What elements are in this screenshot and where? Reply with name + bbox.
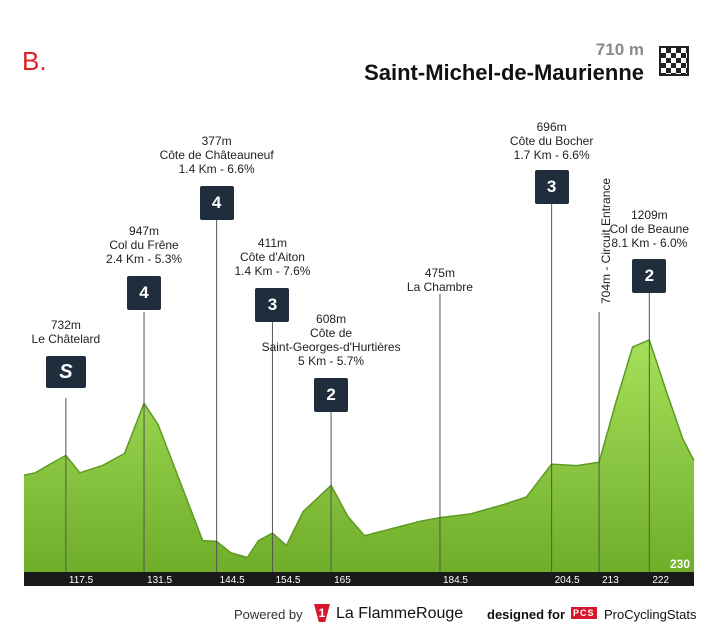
marker-detail: 5 Km - 5.7% [298,354,365,368]
marker-detail: 1.4 Km - 7.6% [234,264,311,278]
km-tick-label: 204.5 [555,575,580,586]
marker-name-line1: Côte de [310,326,353,340]
marker-label: 947m Col du Frêne 2.4 Km - 5.3% [106,224,182,266]
powered-by-text: Powered by [234,607,303,622]
elevation-area [24,340,694,572]
marker-alt-label: 947m [129,224,160,238]
pcs-logo-icon: PCS [571,607,597,619]
marker-alt-label: 411m [257,236,288,250]
marker-alt-label: 608m [316,312,347,326]
marker-name: Le Châtelard [31,332,101,346]
marker-name: Côte d'Aiton [239,250,305,264]
procyclingstats-name: ProCyclingStats [604,607,697,622]
marker-name: La Chambre [406,280,473,294]
marker-alt-label: 475m [424,266,455,280]
climb-category-badge: 2 [632,259,667,293]
climb-category-badge: 4 [127,276,162,310]
km-tick-label: 184.5 [443,575,468,586]
sprint-icon: S [45,356,86,388]
marker-detail: 8.1 Km - 6.0% [611,236,688,250]
marker-alt-label: 377m [201,134,232,148]
footer: Powered by 1 La FlammeRouge designed for… [0,604,720,626]
marker-alt-label: 732m [50,318,81,332]
marker-name: Côte du Bocher [509,134,594,148]
marker-label: 1209m Col de Beaune 8.1 Km - 6.0% [610,208,689,250]
designed-for-text: designed for [487,607,566,622]
marker-detail: 2.4 Km - 5.3% [106,252,183,266]
marker-label: 377m Côte de Châteauneuf 1.4 Km - 6.6% [160,134,274,176]
marker-alt-label: 1209m [630,208,668,222]
marker-alt-label: 696m [536,120,567,134]
marker-name: Côte de Châteauneuf [159,148,274,162]
climb-category-badge: 2 [314,378,349,412]
km-tick-label: 213 [602,575,619,586]
circuit-entrance-label: 704m - Circuit Entrance [599,177,613,304]
la-flamme-rouge-name: La FlammeRouge [336,605,464,622]
marker-label: 696m Côte du Bocher 1.7 Km - 6.6% [510,120,593,162]
checkered-flag-icon [659,46,689,76]
marker-name: Col du Frêne [109,238,179,252]
km-tick-label: 117.5 [69,575,94,586]
la-flamme-rouge-logo-icon: 1 [314,604,330,622]
marker-label: 411m Côte d'Aiton 1.4 Km - 7.6% [234,236,310,278]
climb-category-badge: 3 [255,288,290,322]
climb-category-badge: 4 [199,186,234,220]
stage-letter: B. [22,46,47,76]
marker-label: 475m La Chambre [407,266,473,294]
marker-detail: 1.7 Km - 6.6% [513,148,590,162]
km-tick-label: 131.5 [147,575,172,586]
finish-name: Saint-Michel-de-Maurienne [364,60,644,85]
marker-label: 732m Le Châtelard [32,318,101,346]
distance-axis-bar [24,572,694,586]
marker-label: 608m Côte de Saint-Georges-d'Hurtières 5 Km… [262,312,401,368]
km-tick-label: 222 [652,575,669,586]
km-tick-label: 154.5 [275,575,300,586]
km-tick-label: 144.5 [220,575,245,586]
end-km-label: 230 [670,557,690,571]
marker-detail: 1.4 Km - 6.6% [178,162,255,176]
climb-category-badge: 3 [534,170,569,204]
marker-name-line2: Saint-Georges-d'Hurtières [261,340,401,354]
finish-altitude: 710 m [595,40,644,59]
marker-name: Col de Beaune [609,222,690,236]
km-tick-label: 165 [334,575,351,586]
